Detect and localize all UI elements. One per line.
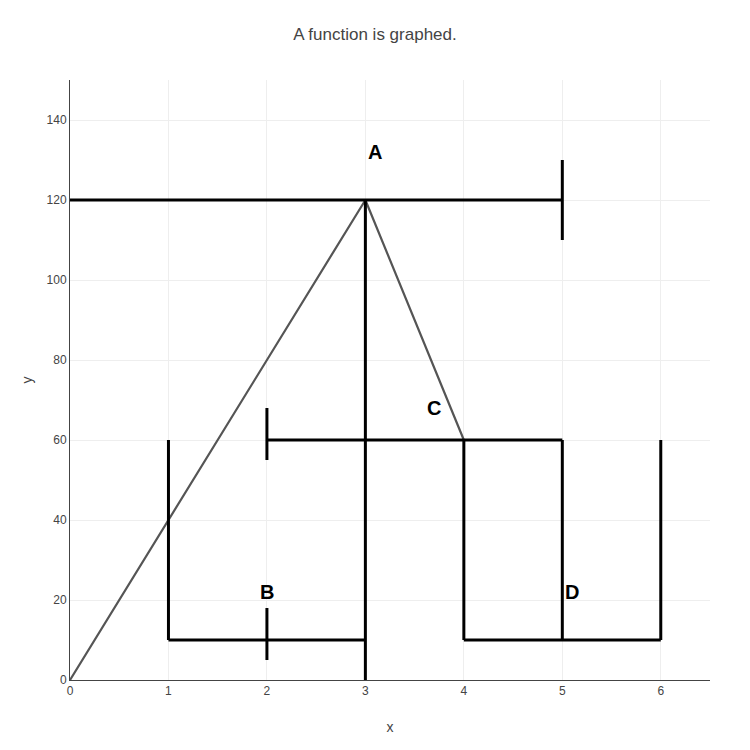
svg-text:0: 0 — [67, 684, 74, 698]
svg-text:1: 1 — [165, 684, 172, 698]
svg-text:60: 60 — [53, 433, 67, 447]
svg-text:20: 20 — [53, 593, 67, 607]
svg-text:2: 2 — [264, 684, 271, 698]
svg-text:y: y — [19, 377, 35, 384]
svg-text:A function is graphed.: A function is graphed. — [293, 25, 457, 44]
svg-text:x: x — [387, 719, 394, 735]
svg-text:120: 120 — [47, 193, 67, 207]
svg-text:100: 100 — [47, 273, 67, 287]
svg-text:C: C — [427, 397, 441, 419]
svg-text:A: A — [368, 141, 382, 163]
svg-text:5: 5 — [559, 684, 566, 698]
svg-text:B: B — [260, 581, 274, 603]
svg-text:4: 4 — [461, 684, 468, 698]
svg-text:D: D — [565, 581, 579, 603]
svg-text:80: 80 — [53, 353, 67, 367]
svg-text:3: 3 — [362, 684, 369, 698]
svg-text:40: 40 — [53, 513, 67, 527]
svg-text:6: 6 — [657, 684, 664, 698]
svg-text:140: 140 — [47, 113, 67, 127]
svg-text:0: 0 — [60, 673, 67, 687]
